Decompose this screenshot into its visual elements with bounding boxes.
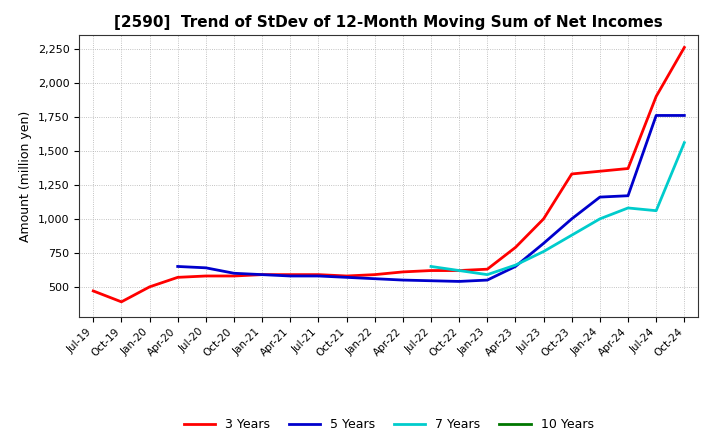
5 Years: [455, 279, 464, 284]
7 Years: [455, 268, 464, 273]
3 Years: [567, 171, 576, 176]
7 Years: [511, 263, 520, 268]
3 Years: [89, 288, 98, 293]
Line: 5 Years: 5 Years: [178, 115, 684, 282]
5 Years: [286, 273, 294, 279]
5 Years: [342, 275, 351, 280]
7 Years: [652, 208, 660, 213]
3 Years: [145, 284, 154, 290]
3 Years: [455, 268, 464, 273]
3 Years: [230, 273, 238, 279]
3 Years: [370, 272, 379, 277]
5 Years: [230, 271, 238, 276]
5 Years: [174, 264, 182, 269]
5 Years: [624, 193, 632, 198]
3 Years: [652, 94, 660, 99]
Title: [2590]  Trend of StDev of 12-Month Moving Sum of Net Incomes: [2590] Trend of StDev of 12-Month Moving…: [114, 15, 663, 30]
3 Years: [258, 272, 266, 277]
3 Years: [539, 216, 548, 221]
7 Years: [567, 232, 576, 238]
3 Years: [117, 299, 126, 304]
3 Years: [314, 272, 323, 277]
5 Years: [567, 216, 576, 221]
5 Years: [680, 113, 688, 118]
5 Years: [595, 194, 604, 200]
Y-axis label: Amount (million yen): Amount (million yen): [19, 110, 32, 242]
5 Years: [202, 265, 210, 271]
7 Years: [483, 272, 492, 277]
3 Years: [624, 166, 632, 171]
3 Years: [680, 45, 688, 50]
3 Years: [202, 273, 210, 279]
3 Years: [174, 275, 182, 280]
5 Years: [652, 113, 660, 118]
5 Years: [258, 272, 266, 277]
Line: 7 Years: 7 Years: [431, 143, 684, 275]
3 Years: [399, 269, 408, 275]
7 Years: [624, 205, 632, 211]
3 Years: [427, 268, 436, 273]
7 Years: [595, 216, 604, 221]
7 Years: [539, 249, 548, 254]
5 Years: [370, 276, 379, 281]
3 Years: [342, 273, 351, 279]
3 Years: [483, 267, 492, 272]
5 Years: [539, 241, 548, 246]
Line: 3 Years: 3 Years: [94, 48, 684, 302]
7 Years: [427, 264, 436, 269]
5 Years: [314, 273, 323, 279]
5 Years: [427, 278, 436, 283]
Legend: 3 Years, 5 Years, 7 Years, 10 Years: 3 Years, 5 Years, 7 Years, 10 Years: [179, 413, 598, 436]
3 Years: [286, 272, 294, 277]
5 Years: [483, 278, 492, 283]
5 Years: [511, 264, 520, 269]
5 Years: [399, 278, 408, 283]
3 Years: [595, 169, 604, 174]
7 Years: [680, 140, 688, 145]
3 Years: [511, 245, 520, 250]
